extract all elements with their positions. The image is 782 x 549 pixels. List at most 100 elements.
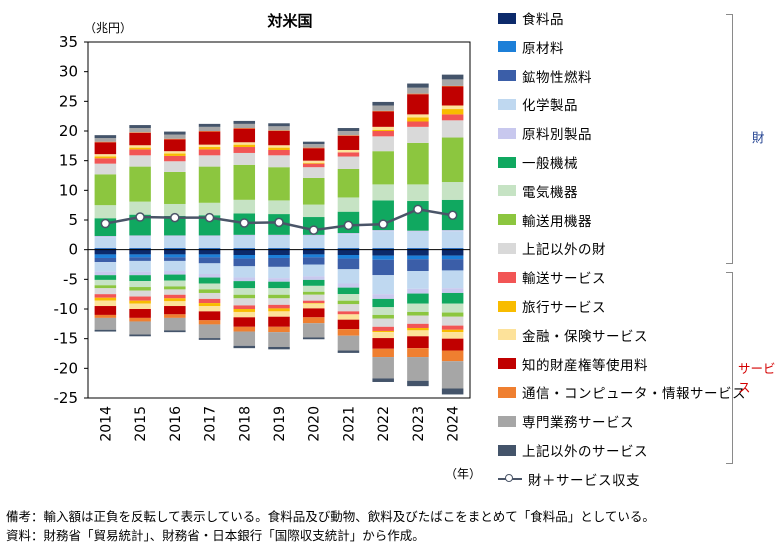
- bar-segment: [233, 266, 256, 278]
- bar-segment: [94, 163, 117, 175]
- bar-segment: [302, 204, 325, 218]
- bar-segment: [129, 149, 151, 156]
- bar-segment: [233, 298, 256, 306]
- bar-segment: [372, 129, 394, 131]
- bar-segment: [129, 260, 151, 272]
- bar-segment: [441, 303, 464, 313]
- bar-segment: [268, 278, 290, 282]
- bar-segment: [94, 237, 117, 248]
- bar-segment: [337, 311, 360, 315]
- note-source: 資料：財務省「貿易統計」、財務省・日本銀行「国際収支統計」から作成。: [6, 528, 425, 543]
- bar-segment: [407, 311, 429, 316]
- bar-segment: [302, 247, 325, 249]
- bar-segment: [233, 144, 256, 148]
- bar-segment: [441, 292, 464, 304]
- bar-segment: [268, 130, 290, 131]
- bar-segment: [372, 298, 394, 308]
- bar-segment: [407, 380, 429, 387]
- bar-segment: [302, 300, 325, 304]
- bar-segment: [94, 262, 117, 272]
- bar-segment: [198, 338, 221, 340]
- bar-segment: [164, 247, 186, 249]
- bar-segment: [337, 247, 360, 249]
- bar-segment: [164, 298, 186, 302]
- bar-segment: [372, 151, 394, 185]
- bar-segment: [337, 350, 360, 353]
- bar-segment: [302, 285, 325, 292]
- x-tick-label: 2018: [237, 406, 253, 442]
- bar-segment: [164, 249, 186, 255]
- bar-segment: [233, 277, 256, 282]
- bar-segment: [268, 311, 290, 317]
- bar-segment: [129, 235, 151, 237]
- bar-segment: [372, 131, 394, 137]
- bar-segment: [164, 280, 186, 287]
- bar-segment: [233, 152, 256, 165]
- bar-segment: [441, 79, 464, 86]
- balance-point: [204, 212, 215, 223]
- bar-segment: [407, 327, 429, 331]
- bar-segment: [441, 86, 464, 106]
- bar-segment: [337, 258, 360, 270]
- bar-segment: [441, 248, 464, 250]
- bar-segment: [129, 321, 151, 335]
- bar-segment: [441, 137, 464, 183]
- bar-segment: [407, 83, 429, 88]
- balance-point: [413, 204, 423, 215]
- bar-segment: [441, 338, 464, 351]
- bar-segment: [164, 151, 186, 154]
- bar-segment: [129, 275, 151, 282]
- bar-segment: [164, 306, 186, 315]
- bar-segment: [302, 303, 325, 309]
- bar-segment: [268, 255, 290, 258]
- bar-segment: [441, 329, 464, 333]
- bar-segment: [268, 234, 290, 237]
- bar-segment: [129, 125, 151, 129]
- bar-segment: [233, 258, 256, 267]
- bar-segment: [164, 294, 186, 299]
- bar-segment: [407, 184, 429, 202]
- y-tick-label: -5: [63, 270, 78, 288]
- x-tick-label: 2014: [98, 406, 114, 442]
- bar-segment: [129, 296, 151, 301]
- bar-segment: [94, 297, 117, 301]
- balance-point: [343, 220, 354, 231]
- bar-segment: [302, 141, 325, 145]
- bar-segment: [198, 166, 221, 203]
- bar-segment: [268, 126, 290, 131]
- bar-segment: [441, 109, 464, 115]
- bar-segment: [129, 300, 151, 304]
- bar-segment: [337, 294, 360, 301]
- y-tick-label: 0: [68, 241, 78, 259]
- bar-segment: [233, 255, 256, 259]
- bar-segment: [233, 345, 256, 349]
- bar-segment: [407, 230, 429, 232]
- bar-segment: [164, 301, 186, 307]
- bar-segment: [268, 294, 290, 299]
- bar-segment: [372, 255, 394, 260]
- bar-segment: [372, 318, 394, 327]
- bar-segment: [407, 357, 429, 381]
- x-tick-label: 2017: [203, 406, 219, 442]
- bar-segment: [337, 329, 360, 336]
- note-remarks: 備考：輸入額は正負を反転して表示している。食料品及び動物、飲料及びたばこをまとめ…: [6, 509, 655, 524]
- bar-segment: [164, 171, 186, 204]
- bar-segment: [407, 93, 429, 95]
- balance-point: [239, 218, 250, 228]
- bar-segment: [337, 300, 360, 305]
- bar-segment: [407, 249, 429, 256]
- bar-segment: [94, 300, 117, 307]
- bar-segment: [164, 289, 186, 295]
- bar-segment: [198, 123, 221, 127]
- bar-segment: [372, 247, 394, 249]
- bar-segment: [302, 148, 325, 161]
- bar-segment: [372, 101, 394, 106]
- bar-segment: [302, 147, 325, 149]
- bar-segment: [129, 303, 151, 309]
- bar-segment: [337, 233, 360, 235]
- bar-segment: [129, 214, 151, 236]
- bar-segment: [164, 257, 186, 261]
- bar-segment: [372, 249, 394, 256]
- bar-segment: [164, 139, 186, 152]
